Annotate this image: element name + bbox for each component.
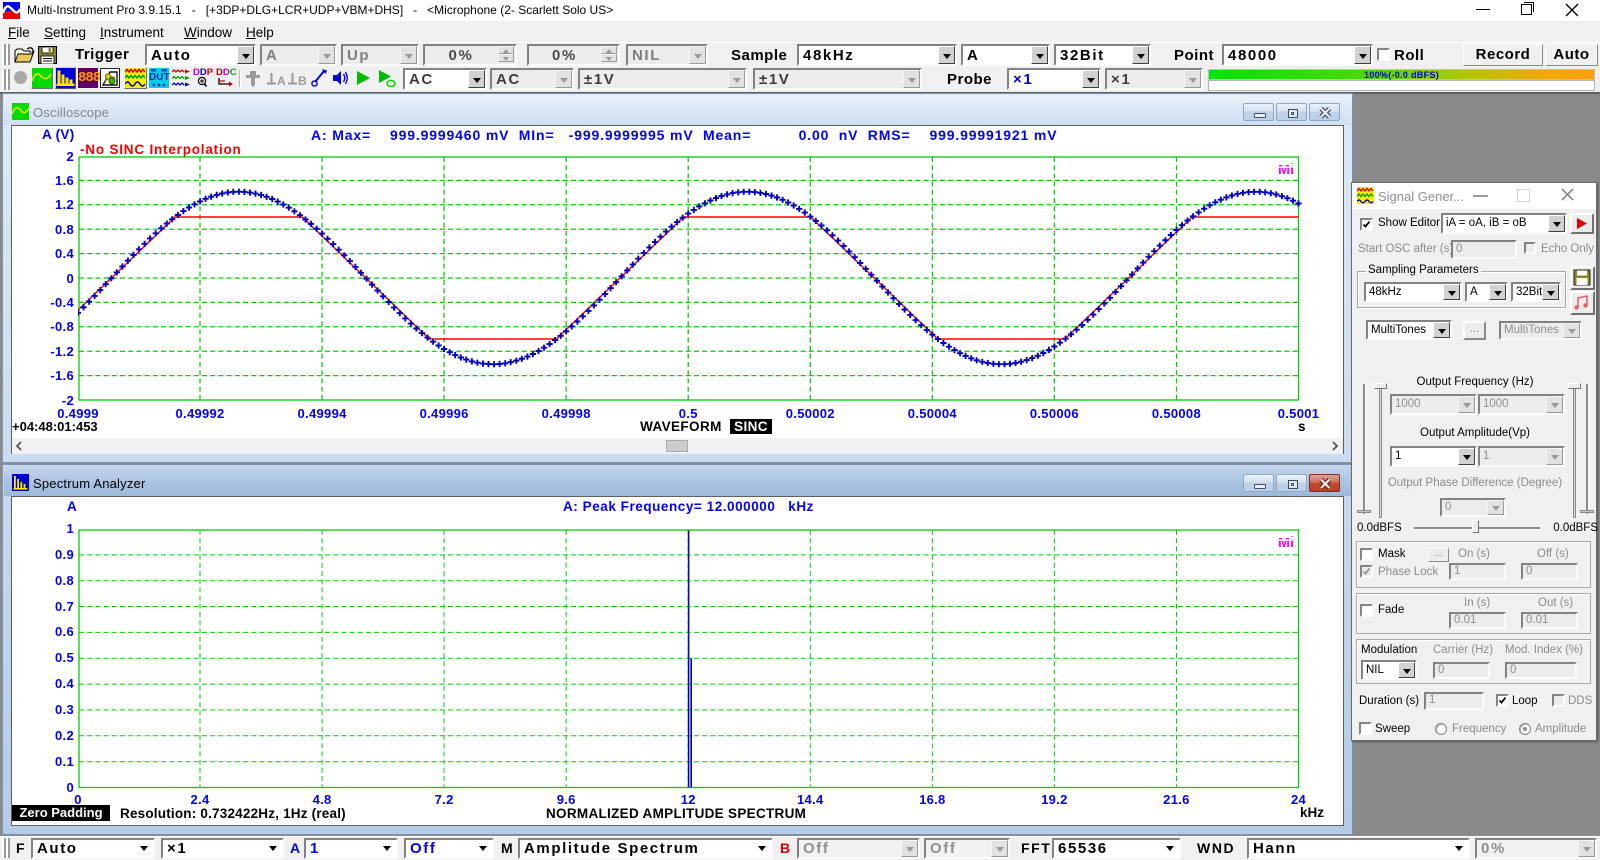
svg-text:B: B xyxy=(298,74,306,87)
svg-text:A: A xyxy=(277,74,285,87)
svg-text:Mi: Mi xyxy=(1278,535,1294,551)
svg-text:Mi: Mi xyxy=(1278,162,1294,178)
